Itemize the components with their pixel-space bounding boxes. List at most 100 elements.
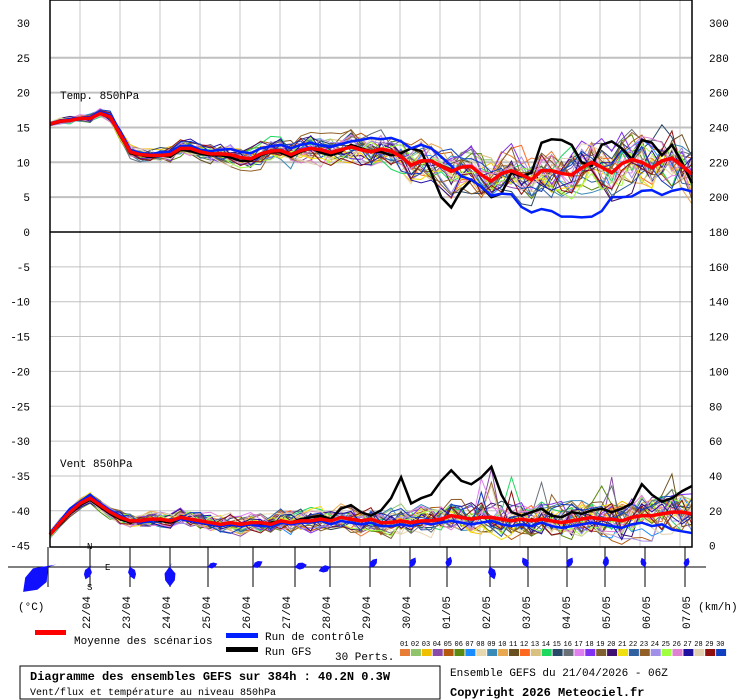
wind-rose <box>23 564 57 592</box>
date-label: 02/05 <box>482 596 494 629</box>
wind-mean-line <box>48 496 693 536</box>
member-id: 21 <box>618 641 626 649</box>
wind-rose <box>205 562 218 569</box>
date-label: 27/04 <box>282 596 294 629</box>
left-tick-label: -10 <box>10 298 30 310</box>
temp-member-27 <box>49 112 693 199</box>
member-id: 23 <box>640 641 648 649</box>
grid <box>50 0 692 547</box>
ensemble-members <box>49 107 693 545</box>
member-id: 28 <box>694 641 702 649</box>
member-id: 26 <box>673 641 681 649</box>
member-id: 03 <box>422 641 430 649</box>
member-id: 29 <box>705 641 713 649</box>
member-swatch <box>443 649 454 656</box>
legend-gfs-label: Run GFS <box>265 647 312 659</box>
member-swatch <box>509 649 519 656</box>
date-label: 25/04 <box>202 596 214 629</box>
member-swatch <box>454 649 465 656</box>
member-id: 22 <box>629 641 637 649</box>
title-box <box>19 665 441 700</box>
right-tick-label: 40 <box>709 472 722 484</box>
left-tick-label: 20 <box>17 89 30 101</box>
compass-s: S <box>87 583 92 593</box>
wind-rose <box>250 560 263 568</box>
member-id: 07 <box>465 641 473 649</box>
temp-mean-line <box>49 111 694 184</box>
wind-member-04 <box>49 468 693 541</box>
member-swatch <box>400 649 410 656</box>
left-tick-label: -45 <box>10 542 30 554</box>
date-label: 23/04 <box>122 596 134 629</box>
member-id: 18 <box>585 641 593 649</box>
member-swatch <box>628 649 639 656</box>
wind-rose <box>367 558 378 569</box>
member-id: 13 <box>531 641 539 649</box>
wind-rose <box>407 557 417 569</box>
wind-rose <box>444 556 453 569</box>
date-label: 05/05 <box>602 596 614 629</box>
member-swatch <box>683 649 694 656</box>
member-legend: 01 02 03 04 05 06 07 08 09 10 11 12 13 14 15 16 17 18 19 20… <box>400 641 727 656</box>
member-swatch <box>650 649 661 656</box>
member-swatch <box>607 649 618 656</box>
member-id: 25 <box>662 641 670 649</box>
left-tick-label: -40 <box>10 507 30 519</box>
date-label: 06/05 <box>642 596 654 629</box>
left-unit: (°C) <box>18 602 44 614</box>
right-tick-label: 220 <box>709 158 729 170</box>
member-swatch <box>530 649 541 656</box>
member-swatch <box>585 649 596 656</box>
member-swatch <box>596 649 607 656</box>
member-id: 27 <box>683 641 691 649</box>
date-label: 24/04 <box>162 596 174 629</box>
right-tick-label: 120 <box>709 333 729 345</box>
right-tick-label: 260 <box>709 89 729 101</box>
date-labels: 22/04 23/04 24/04 25/04 26/04 27/04 28/04 29/04… <box>82 596 694 629</box>
member-id: 24 <box>651 641 659 649</box>
member-id: 01 <box>400 641 408 649</box>
member-swatch <box>563 649 574 656</box>
legend-control-swatch <box>226 633 258 638</box>
member-swatch <box>476 649 487 656</box>
compass-e: E <box>105 563 110 573</box>
chart-subtitle: Vent/flux et température au niveau 850hP… <box>30 687 276 699</box>
right-tick-label: 100 <box>709 367 729 379</box>
right-unit: (km/h) <box>698 602 738 614</box>
wind-rose <box>83 564 93 580</box>
right-tick-label: 0 <box>709 542 716 554</box>
legend-mean-swatch <box>35 630 66 635</box>
left-tick-label: -5 <box>17 263 30 275</box>
wind-rose <box>128 563 137 580</box>
date-label: 03/05 <box>522 596 534 629</box>
right-tick-label: 240 <box>709 123 729 135</box>
run-label: Ensemble GEFS du 21/04/2026 - 06Z <box>450 668 668 680</box>
member-swatch <box>519 649 530 656</box>
wind-rose <box>292 562 307 570</box>
wind-rose <box>521 557 529 570</box>
right-tick-label: 60 <box>709 437 722 449</box>
date-label: 30/04 <box>402 596 414 629</box>
left-tick-label: -25 <box>10 402 30 414</box>
member-id: 12 <box>520 641 528 649</box>
member-swatch <box>498 649 509 656</box>
wind-panel-label: Vent 850hPa <box>60 459 133 471</box>
member-id: 30 <box>716 641 724 649</box>
main-series <box>48 110 694 536</box>
compass-n: N <box>87 542 92 552</box>
member-swatch <box>465 649 476 656</box>
member-id: 17 <box>574 641 582 649</box>
member-id: 06 <box>455 641 463 649</box>
member-swatch <box>705 649 716 656</box>
wind-rose <box>164 562 176 587</box>
left-tick-label: 30 <box>17 19 30 31</box>
wind-member-15 <box>49 497 693 535</box>
temp-control-line <box>49 110 693 219</box>
chart-title: Diagramme des ensembles GEFS sur 384h : … <box>30 670 391 684</box>
member-swatch <box>618 649 628 656</box>
date-label: 26/04 <box>242 596 254 629</box>
wind-member-27 <box>49 502 693 541</box>
wind-rose <box>488 563 497 580</box>
date-label: 28/04 <box>322 596 334 629</box>
